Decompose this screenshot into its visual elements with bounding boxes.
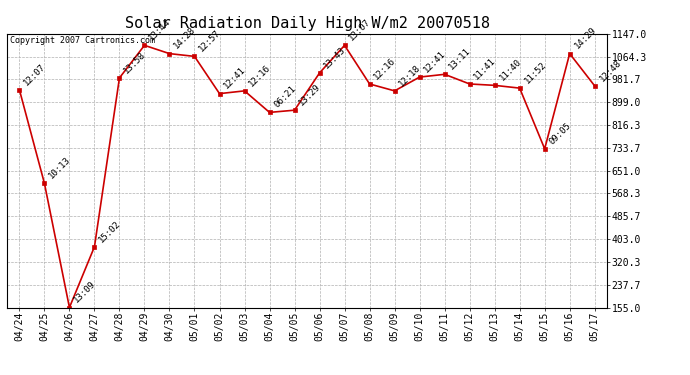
Text: 12:41: 12:41: [222, 66, 248, 91]
Text: 12:57: 12:57: [197, 28, 223, 54]
Text: 15:02: 15:02: [97, 219, 123, 244]
Text: 14:29: 14:29: [573, 26, 598, 51]
Text: 06:21: 06:21: [273, 84, 297, 109]
Text: 13:11: 13:11: [447, 46, 473, 72]
Text: 13:29: 13:29: [297, 82, 323, 107]
Text: 11:40: 11:40: [497, 57, 523, 82]
Text: 12:41: 12:41: [422, 49, 448, 74]
Text: 13:07: 13:07: [347, 17, 373, 42]
Text: 10:13: 10:13: [47, 155, 72, 180]
Text: 12:16: 12:16: [247, 63, 273, 88]
Text: 14:28: 14:28: [172, 26, 197, 51]
Text: 12:48: 12:48: [598, 58, 623, 83]
Text: 11:41: 11:41: [473, 56, 497, 81]
Text: 13:09: 13:09: [72, 279, 97, 305]
Text: 13:58: 13:58: [122, 50, 148, 75]
Text: 13:43: 13:43: [322, 45, 348, 70]
Text: Copyright 2007 Cartronics.com: Copyright 2007 Cartronics.com: [10, 36, 155, 45]
Text: 11:52: 11:52: [522, 60, 548, 86]
Text: 12:16: 12:16: [373, 56, 397, 81]
Text: 13:44: 13:44: [147, 17, 172, 42]
Text: 12:07: 12:07: [22, 62, 48, 87]
Title: Solar Radiation Daily High W/m2 20070518: Solar Radiation Daily High W/m2 20070518: [125, 16, 489, 31]
Text: 09:05: 09:05: [547, 121, 573, 146]
Text: 12:18: 12:18: [397, 63, 423, 88]
